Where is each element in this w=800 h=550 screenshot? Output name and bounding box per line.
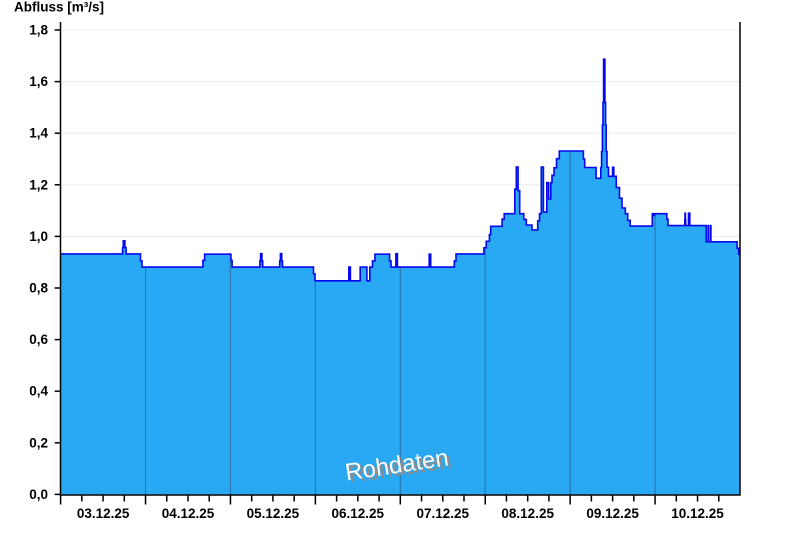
svg-text:1,4: 1,4 <box>29 126 48 141</box>
svg-text:04.12.25: 04.12.25 <box>162 506 215 521</box>
svg-text:06.12.25: 06.12.25 <box>332 506 385 521</box>
svg-text:1,0: 1,0 <box>29 229 48 244</box>
svg-text:1,8: 1,8 <box>29 23 48 38</box>
svg-text:0,2: 0,2 <box>29 435 48 450</box>
svg-text:Abfluss [m³/s]: Abfluss [m³/s] <box>14 0 104 15</box>
svg-text:08.12.25: 08.12.25 <box>501 506 554 521</box>
svg-text:05.12.25: 05.12.25 <box>247 506 300 521</box>
svg-text:1,2: 1,2 <box>29 177 48 192</box>
svg-text:1,6: 1,6 <box>29 74 48 89</box>
svg-text:03.12.25: 03.12.25 <box>77 506 130 521</box>
svg-text:0,0: 0,0 <box>29 487 48 502</box>
svg-text:0,4: 0,4 <box>29 384 48 399</box>
svg-text:10.12.25: 10.12.25 <box>671 506 724 521</box>
svg-text:09.12.25: 09.12.25 <box>586 506 639 521</box>
svg-text:07.12.25: 07.12.25 <box>417 506 470 521</box>
svg-text:0,6: 0,6 <box>29 332 48 347</box>
svg-text:0,8: 0,8 <box>29 281 48 296</box>
